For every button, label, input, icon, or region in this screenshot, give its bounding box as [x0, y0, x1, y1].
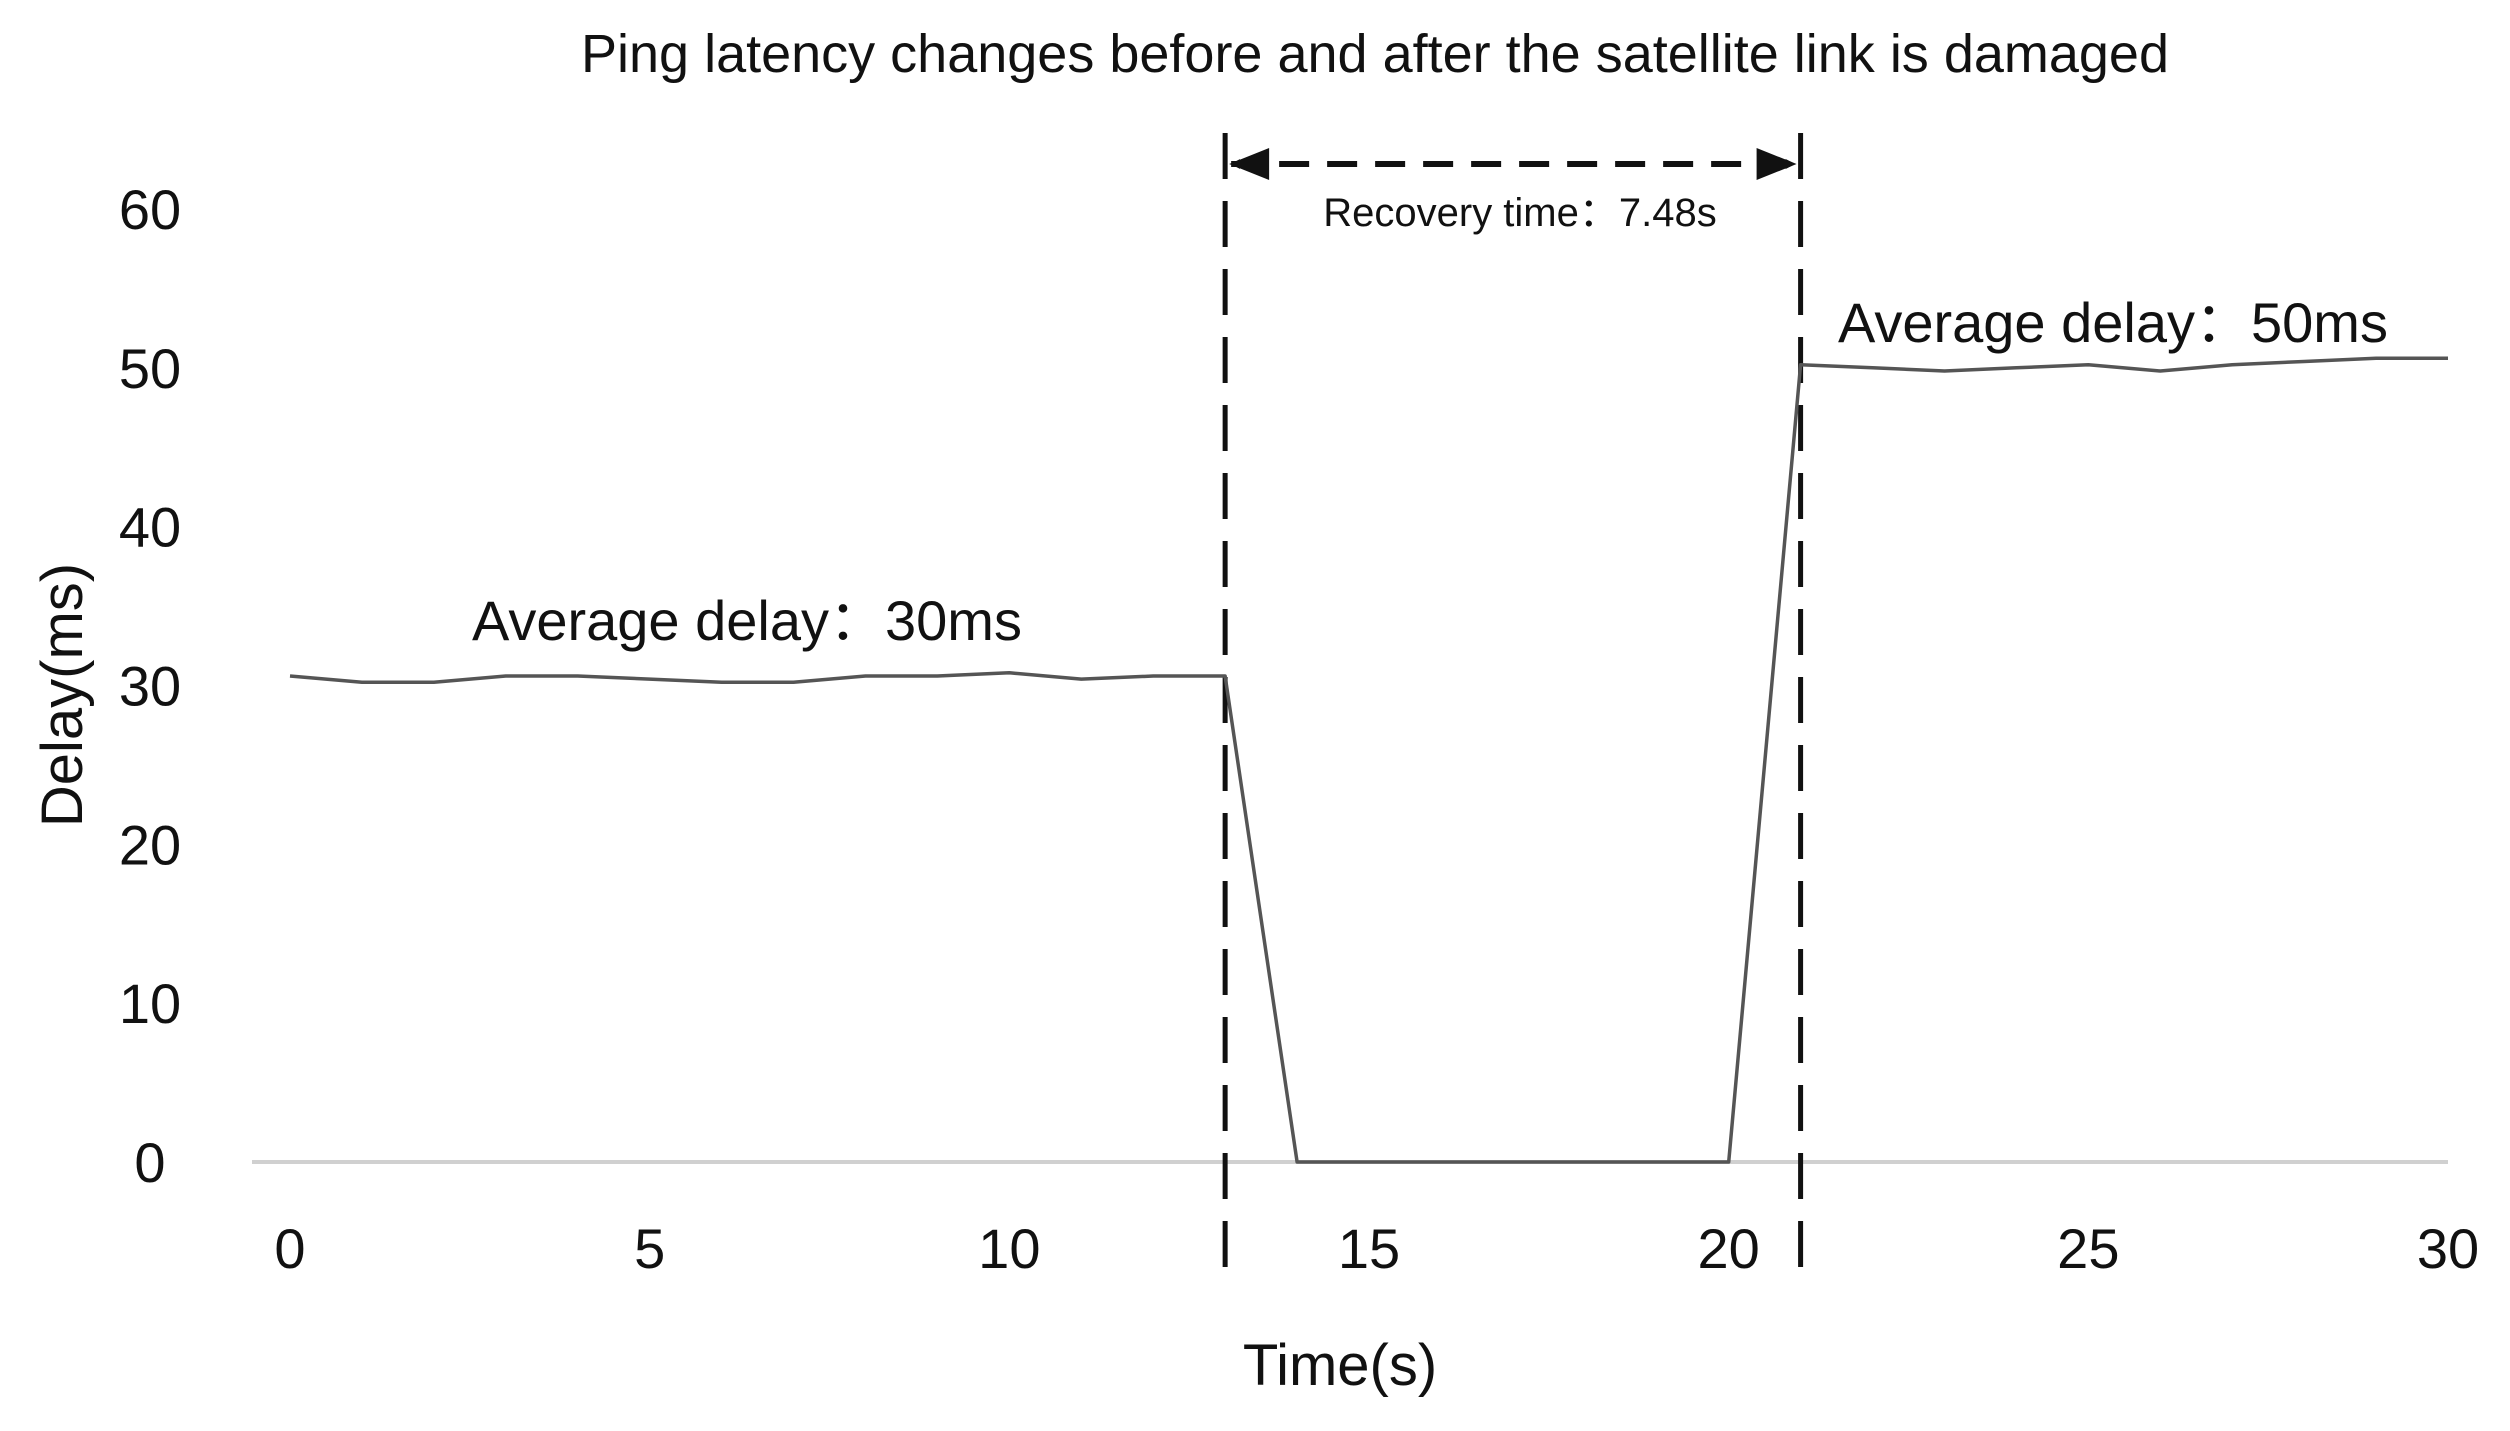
chart-title: Ping latency changes before and after th…: [581, 24, 2169, 84]
average-delay-before-annotation: Average delay：30ms: [472, 589, 1022, 652]
series-layer: [289, 356, 2448, 1164]
y-tick-label: 0: [134, 1131, 165, 1194]
x-tick-label: 10: [978, 1217, 1040, 1280]
average-delay-after-annotation: Average delay：50ms: [1838, 291, 2388, 354]
y-tick-label: 30: [119, 655, 181, 718]
y-axis-label: Delay(ms): [30, 563, 95, 827]
x-tick-label: 30: [2417, 1217, 2479, 1280]
y-tick-label: 40: [119, 496, 181, 559]
y-tick-labels: 0 10 20 30 40 50 60: [119, 178, 181, 1194]
recovery-markers: [1222, 133, 1804, 1268]
y-tick-label: 20: [119, 813, 181, 876]
recovery-arrow-head-left: [1229, 148, 1270, 180]
x-tick-labels: 0 5 10 15 20 25 30: [274, 1217, 2479, 1280]
x-tick-label: 20: [1698, 1217, 1760, 1280]
x-tick-label: 5: [634, 1217, 665, 1280]
y-tick-label: 10: [119, 972, 181, 1035]
recovery-arrow-head-right: [1756, 148, 1797, 180]
x-tick-label: 15: [1338, 1217, 1400, 1280]
recovery-time-annotation: Recovery time：7.48s: [1323, 191, 1716, 235]
x-tick-label: 0: [274, 1217, 305, 1280]
series-line-1: [289, 356, 2448, 1164]
x-axis-label: Time(s): [1243, 1333, 1437, 1398]
y-tick-label: 60: [119, 178, 181, 241]
x-tick-label: 25: [2057, 1217, 2119, 1280]
y-tick-label: 50: [119, 337, 181, 400]
